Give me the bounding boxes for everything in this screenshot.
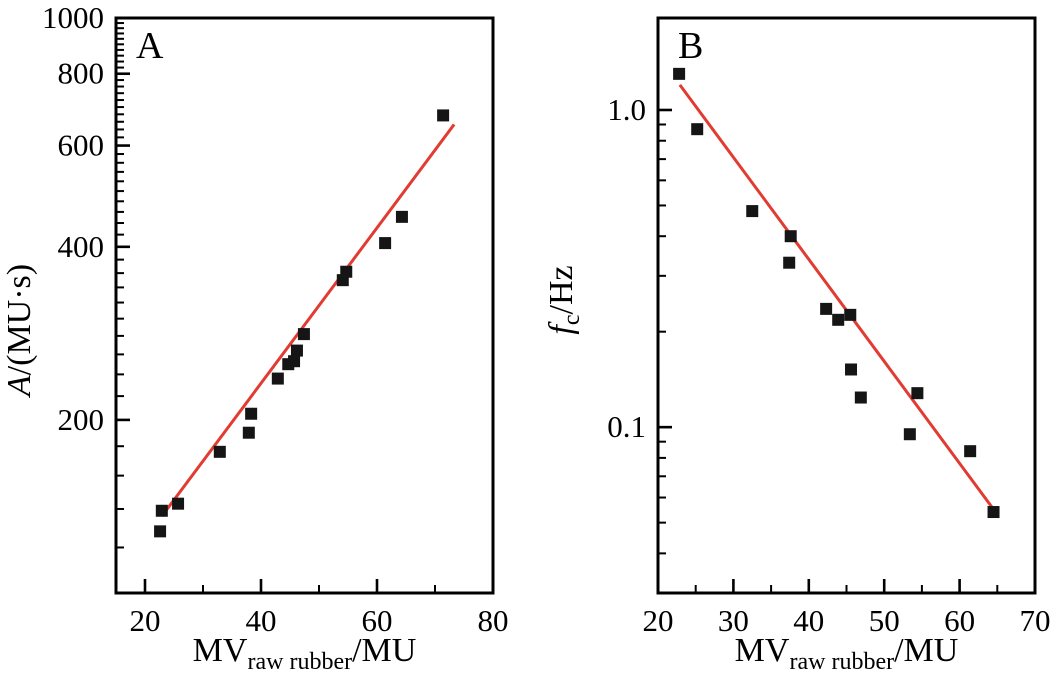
x-axis-title: MVraw rubber/MU [193,632,417,675]
data-point-marker [245,407,258,420]
data-point-marker [271,372,284,385]
data-point-marker [673,67,686,80]
y-tick-label: 400 [58,229,105,264]
panel-label: B [678,25,703,67]
x-axis-title: MVraw rubber/MU [735,632,959,675]
x-tick-label: 60 [944,603,975,638]
data-point-marker [854,391,867,404]
data-point-marker [784,230,797,243]
x-tick-label: 80 [478,603,509,638]
y-tick-label: 0.1 [607,409,646,444]
x-axis-title-main: MV [193,632,248,669]
plot-frame [656,16,1037,595]
y-axis-title: A/(MU·s) [1,264,38,398]
x-tick-label: 70 [1020,603,1051,638]
panel-label: A [136,25,164,67]
data-point-marker [691,123,704,136]
data-point-marker [903,428,916,441]
data-point-marker [379,237,392,250]
data-point-marker [242,426,255,439]
data-point-marker [297,328,310,341]
data-point-marker [845,363,858,376]
y-tick-label: 600 [58,128,105,163]
panel-A: 200 400 600 800 1000 20 40 60 80 A MVraw rubber/MU… [1,0,509,675]
x-tick-label: 20 [130,603,161,638]
panel-B: 0.1 1.0 20 30 40 50 60 70 B MVraw rubber/MU fc/Hz [543,16,1051,675]
x-axis-title-main: MV [735,632,790,669]
x-tick-label: 50 [869,603,900,638]
data-point-marker [172,497,185,510]
data-point-marker [213,445,226,458]
data-point-marker [154,525,167,538]
data-point-marker [395,210,408,223]
data-point-marker [820,302,833,315]
data-point-marker [964,445,977,458]
data-point-marker [844,308,857,321]
plot-frame [114,16,495,595]
x-axis-title-suffix: /MU [894,632,958,669]
y-tick-label: 1.0 [607,92,646,127]
data-point-marker [783,256,796,269]
y-tick-label: 800 [58,56,105,91]
data-point-marker [911,387,924,400]
x-axis-title-suffix: /MU [352,632,416,669]
y-tick-label: 1000 [42,0,104,35]
x-tick-label: 60 [362,603,393,638]
x-tick-label: 30 [718,603,749,638]
x-axis-title-sub: raw rubber [789,649,894,675]
x-tick-label: 40 [246,603,277,638]
y-axis-title: fc/Hz [543,265,585,334]
y-axis-title-sub: c [559,314,585,325]
y-axis-title-suffix: /Hz [543,265,580,314]
data-point-marker [290,344,303,357]
data-point-marker [437,109,450,122]
y-tick-label: 200 [58,402,105,437]
y-axis-title-symbol: A [1,375,38,398]
x-tick-label: 20 [643,603,674,638]
y-axis-title-suffix: /(MU·s) [1,264,38,375]
x-tick-label: 40 [793,603,824,638]
data-point-marker [832,313,845,326]
data-point-marker [987,506,1000,519]
x-axis-title-sub: raw rubber [247,649,352,675]
data-point-marker [288,355,301,368]
fit-line [678,83,994,510]
data-point-marker [155,504,168,517]
fit-line [160,123,456,518]
data-point-marker [746,205,759,218]
data-point-marker [340,265,353,278]
